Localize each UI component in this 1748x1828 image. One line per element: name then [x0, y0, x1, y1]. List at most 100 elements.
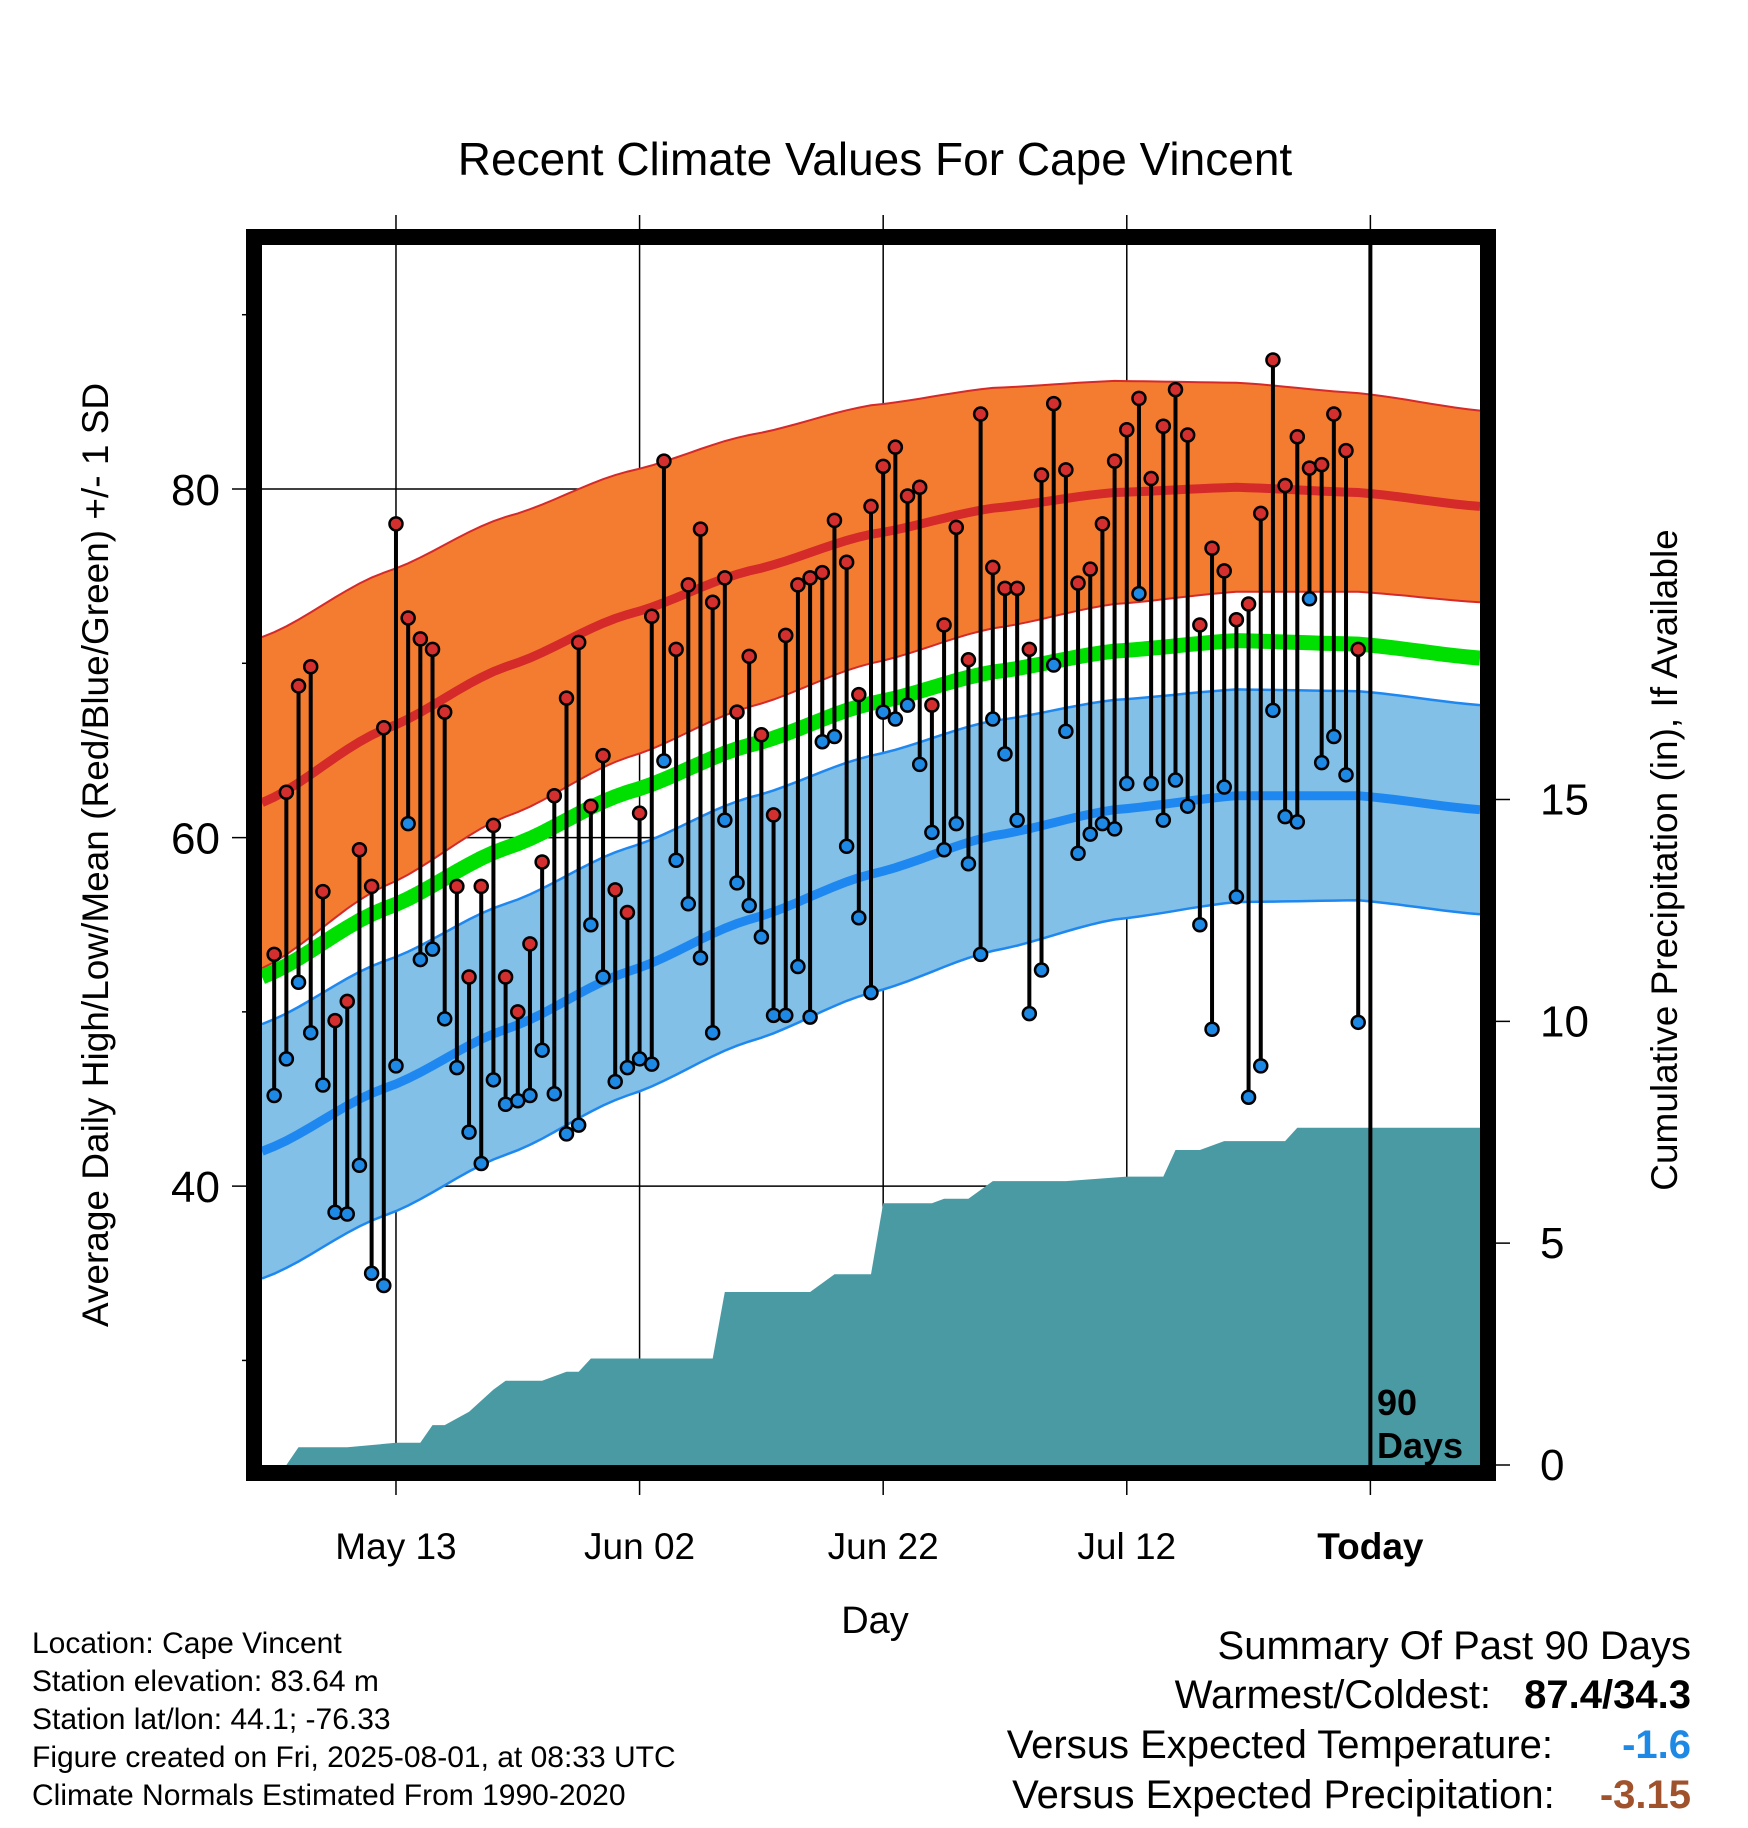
- daily-low-point: [1058, 723, 1074, 740]
- daily-high-point: [717, 570, 733, 586]
- daily-high-point: [741, 648, 757, 665]
- daily-high-point: [449, 878, 465, 895]
- daily-low-point: [1204, 1021, 1220, 1038]
- summary-temp: Versus Expected Temperature: -1.6: [1007, 1720, 1691, 1770]
- daily-low-point: [1326, 728, 1342, 745]
- daily-high-point: [363, 878, 380, 895]
- daily-high-point: [1313, 456, 1330, 473]
- daily-high-point: [680, 577, 697, 593]
- daily-low-point: [911, 756, 928, 773]
- y2-axis-label: Cumulative Precipitation (in), If Availa…: [1644, 529, 1685, 1191]
- daily-high-point: [911, 479, 928, 496]
- daily-range-bars: [272, 360, 1361, 1286]
- daily-high-point: [607, 882, 623, 898]
- daily-low-point: [1338, 767, 1354, 783]
- daily-low-point: [473, 1155, 489, 1172]
- daily-high-point: [887, 439, 904, 455]
- daily-low-point: [826, 728, 843, 745]
- daily-low-point: [656, 753, 672, 769]
- y-tick-label: 60: [171, 815, 220, 864]
- station-info: Location: Cape Vincent Station elevation…: [32, 1625, 676, 1815]
- daily-high-point: [826, 512, 843, 529]
- daily-high-point: [924, 697, 940, 713]
- daily-low-point: [887, 711, 904, 727]
- daily-high-point: [595, 747, 611, 764]
- daily-low-point: [1350, 1014, 1366, 1031]
- daily-high-point: [656, 453, 672, 469]
- x-tick-label: May 13: [335, 1526, 456, 1567]
- daily-low-point: [412, 951, 429, 968]
- daily-high-point: [1265, 352, 1281, 368]
- daily-low-point: [327, 1204, 343, 1221]
- daily-low-point: [1045, 657, 1062, 673]
- daily-low-point: [1192, 916, 1208, 933]
- daily-high-point: [485, 817, 502, 834]
- elevation-text: Station elevation: 83.64 m: [32, 1665, 379, 1698]
- cumulative-precip-area: [262, 1127, 1480, 1465]
- daily-low-point: [790, 958, 806, 975]
- daily-high-point: [1338, 442, 1354, 459]
- daily-low-point: [570, 1117, 587, 1133]
- daily-low-point: [436, 1011, 453, 1027]
- normals-text: Climate Normals Estimated From 1990-2020: [32, 1779, 626, 1812]
- daily-low-point: [717, 812, 733, 828]
- daily-low-point: [668, 852, 684, 868]
- daily-high-point: [1192, 617, 1208, 633]
- plot-border: [246, 229, 1496, 1481]
- daily-low-point: [607, 1073, 623, 1090]
- x-tick-label: Jun 22: [828, 1526, 939, 1567]
- daily-low-point: [461, 1124, 477, 1140]
- daily-high-point: [899, 488, 916, 504]
- daily-high-point: [644, 608, 660, 624]
- daily-high-point: [790, 577, 806, 593]
- high-sd-upper-line: [261, 379, 1481, 639]
- daily-high-point: [1350, 641, 1366, 658]
- daily-high-point: [1082, 561, 1098, 577]
- daily-high-point: [1277, 477, 1293, 494]
- daily-low-point: [863, 984, 879, 1001]
- daily-low-point: [704, 1025, 721, 1041]
- daily-high-point: [351, 842, 368, 858]
- x-axis-label: Day: [841, 1600, 909, 1642]
- daily-low-point: [1155, 812, 1172, 828]
- daily-low-point: [363, 1265, 380, 1282]
- daily-high-point: [473, 878, 489, 895]
- daily-low-point: [960, 855, 977, 872]
- daily-low-point: [546, 1086, 563, 1102]
- daily-low-point: [302, 1025, 319, 1041]
- daily-high-point: [814, 564, 831, 581]
- daily-high-point: [558, 690, 575, 706]
- daily-high-point: [400, 610, 416, 626]
- daily-low-point: [838, 838, 855, 855]
- precip-value: -3.15: [1599, 1773, 1691, 1817]
- axes-group: 40 60 80 0 5 10 15 May 13 Jun 02 Jun 22 Jul 12 Toda…: [171, 215, 1589, 1567]
- warm-cold-value: 87.4/34.3: [1524, 1673, 1691, 1717]
- daily-low-point: [1143, 775, 1159, 792]
- daily-high-point: [1070, 575, 1086, 591]
- daily-low-point: [315, 1077, 331, 1093]
- daily-low-point: [692, 950, 709, 966]
- daily-low-point: [534, 1042, 550, 1058]
- daily-low-point: [1253, 1058, 1269, 1074]
- daily-low-point: [644, 1056, 660, 1072]
- daily-high-point: [936, 617, 952, 633]
- latlon-text: Station lat/lon: 44.1; -76.33: [32, 1703, 391, 1736]
- daily-low-point: [1021, 1005, 1038, 1022]
- y2-tick-label: 5: [1540, 1219, 1564, 1268]
- daily-high-point: [412, 631, 429, 647]
- y2-tick-label: 10: [1540, 997, 1589, 1046]
- daily-low-point: [400, 815, 416, 832]
- daily-high-point: [290, 678, 307, 694]
- daily-high-point: [327, 1012, 343, 1029]
- daily-low-point: [972, 946, 989, 963]
- daily-high-point: [1240, 596, 1257, 612]
- daily-high-point: [972, 406, 989, 422]
- daily-low-point: [1301, 591, 1318, 607]
- daily-high-point: [461, 969, 477, 985]
- plot-area: [259, 245, 1481, 1465]
- daily-low-point: [351, 1157, 368, 1173]
- daily-low-point: [388, 1058, 404, 1074]
- daily-low-point: [1119, 775, 1135, 792]
- summary-panel: Summary Of Past 90 Days Warmest/Coldest:…: [1007, 1622, 1691, 1820]
- summary-title: Summary Of Past 90 Days: [1217, 1624, 1691, 1668]
